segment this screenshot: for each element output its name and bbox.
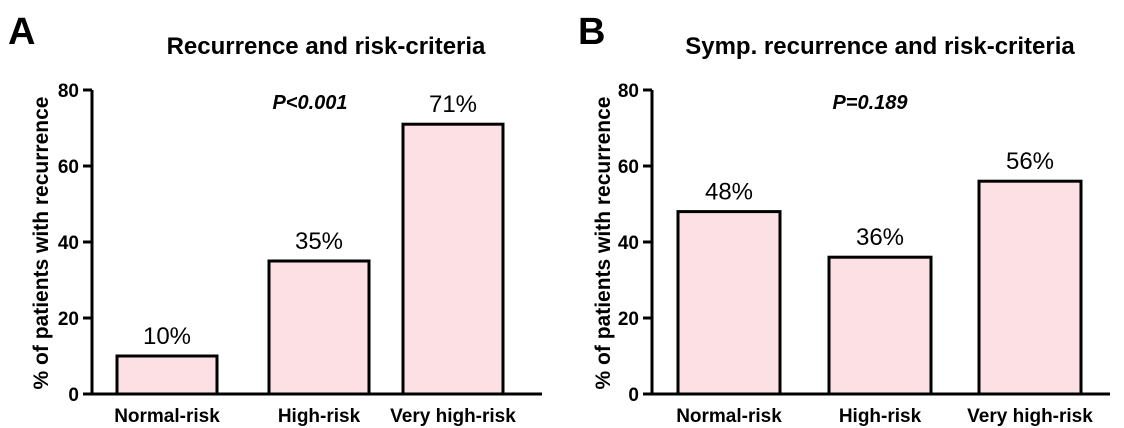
- bar: [827, 255, 933, 396]
- data-label: 36%: [856, 224, 904, 251]
- data-label: 10%: [143, 323, 191, 350]
- y-tick-label: 80: [58, 81, 79, 102]
- bar: [267, 259, 371, 396]
- y-tick-label: 40: [58, 233, 79, 254]
- p-value-annotation: P=0.189: [832, 92, 908, 114]
- data-label: 35%: [295, 228, 343, 255]
- data-label: 56%: [1006, 148, 1054, 175]
- panel-letter: A: [8, 11, 35, 53]
- y-tick-label: 20: [58, 309, 79, 330]
- y-tick-label: 60: [618, 157, 639, 178]
- bar: [676, 210, 782, 396]
- chart-panel-b: B Symp. recurrence and risk-criteria % o…: [578, 11, 1110, 427]
- chart-title: Recurrence and risk-criteria: [167, 33, 486, 60]
- y-tick-label: 80: [618, 81, 639, 102]
- bar: [977, 179, 1083, 396]
- y-tick-label: 60: [58, 157, 79, 178]
- data-label: 48%: [705, 179, 753, 206]
- bar-marks: 0 20 40 60 80 10% Normal-risk 35% High-risk 71% Ve…: [58, 81, 542, 427]
- chart-title: Symp. recurrence and risk-criteria: [685, 33, 1075, 60]
- x-tick-label: Very high-risk: [390, 406, 516, 427]
- y-tick-label: 20: [618, 309, 639, 330]
- x-tick-label: Normal-risk: [114, 406, 220, 427]
- y-axis-label: % of patients with recurrence: [592, 97, 615, 390]
- x-tick-label: High-risk: [278, 406, 361, 427]
- x-tick-label: Very high-risk: [967, 406, 1093, 427]
- data-label: 71%: [429, 91, 477, 118]
- x-tick-label: High-risk: [839, 406, 922, 427]
- bar-marks: 0 20 40 60 80 48% Normal-risk 36% High-risk 56% Ve…: [618, 81, 1110, 427]
- bar: [401, 122, 505, 396]
- y-tick-label: 0: [68, 385, 79, 406]
- y-tick-label: 0: [628, 385, 639, 406]
- y-tick-label: 40: [618, 233, 639, 254]
- y-axis-label: % of patients with recurrence: [30, 97, 53, 390]
- x-tick-label: Normal-risk: [676, 406, 782, 427]
- chart-panel-a: A Recurrence and risk-criteria % of pati…: [8, 11, 542, 427]
- bar: [115, 354, 219, 396]
- panel-letter: B: [578, 11, 605, 53]
- p-value-annotation: P<0.001: [272, 92, 347, 114]
